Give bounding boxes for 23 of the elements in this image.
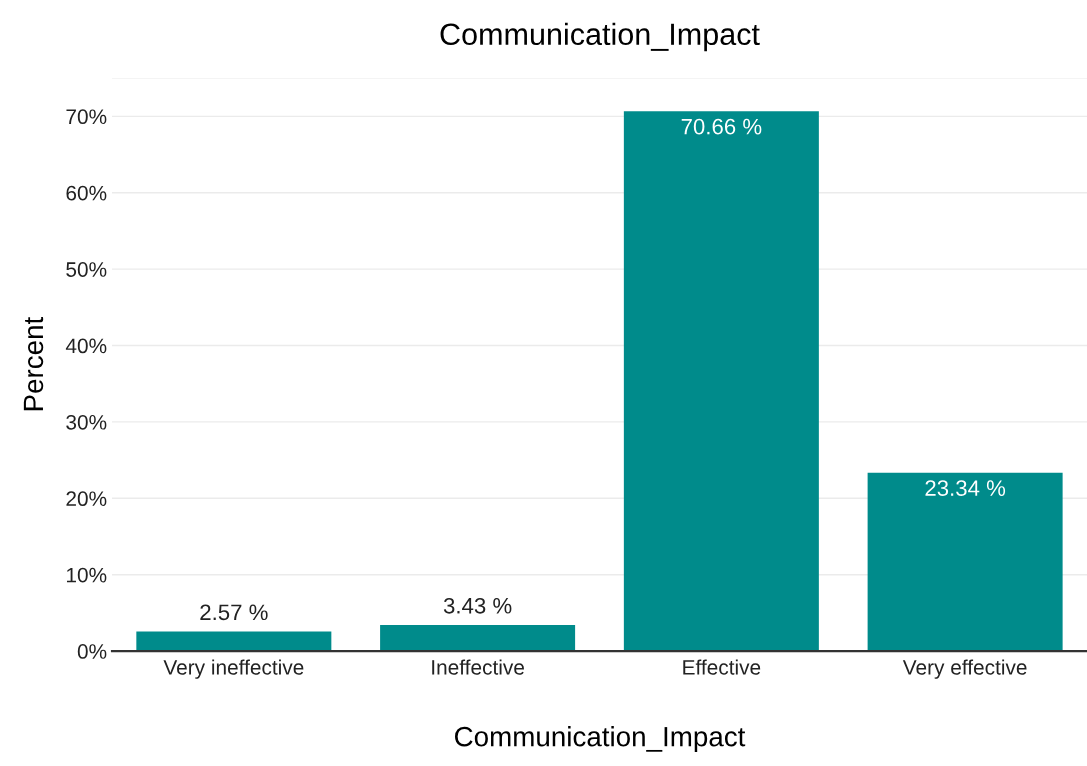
data-label: 2.57 % [200,604,268,621]
y-axis-title: Percent [23,316,44,411]
x-tick-label: Ineffective [432,659,524,675]
y-tick-label: 20% [66,491,107,507]
y-tick-label: 10% [66,567,107,583]
x-tick-label: Effective [683,659,761,675]
y-tick-label: 0% [77,644,107,659]
bar [623,111,819,652]
bar [867,472,1063,652]
y-tick-label: 60% [66,185,107,201]
data-label: 23.34 % [925,480,1006,496]
bar [136,631,332,652]
y-tick-label: 50% [66,262,107,277]
x-axis-title: Communication_Impact [455,726,746,752]
x-tick-label: Very ineffective [163,659,304,679]
data-label: 3.43 % [443,597,512,614]
x-tick-label: Very effective [902,659,1027,679]
y-tick-label: 70% [66,109,107,125]
y-tick-label: 40% [65,338,107,354]
y-tick-label: 30% [66,414,107,430]
bar [380,624,576,652]
chart-title: Communication_Impact [440,22,760,52]
data-label: 70.66 % [681,118,762,135]
